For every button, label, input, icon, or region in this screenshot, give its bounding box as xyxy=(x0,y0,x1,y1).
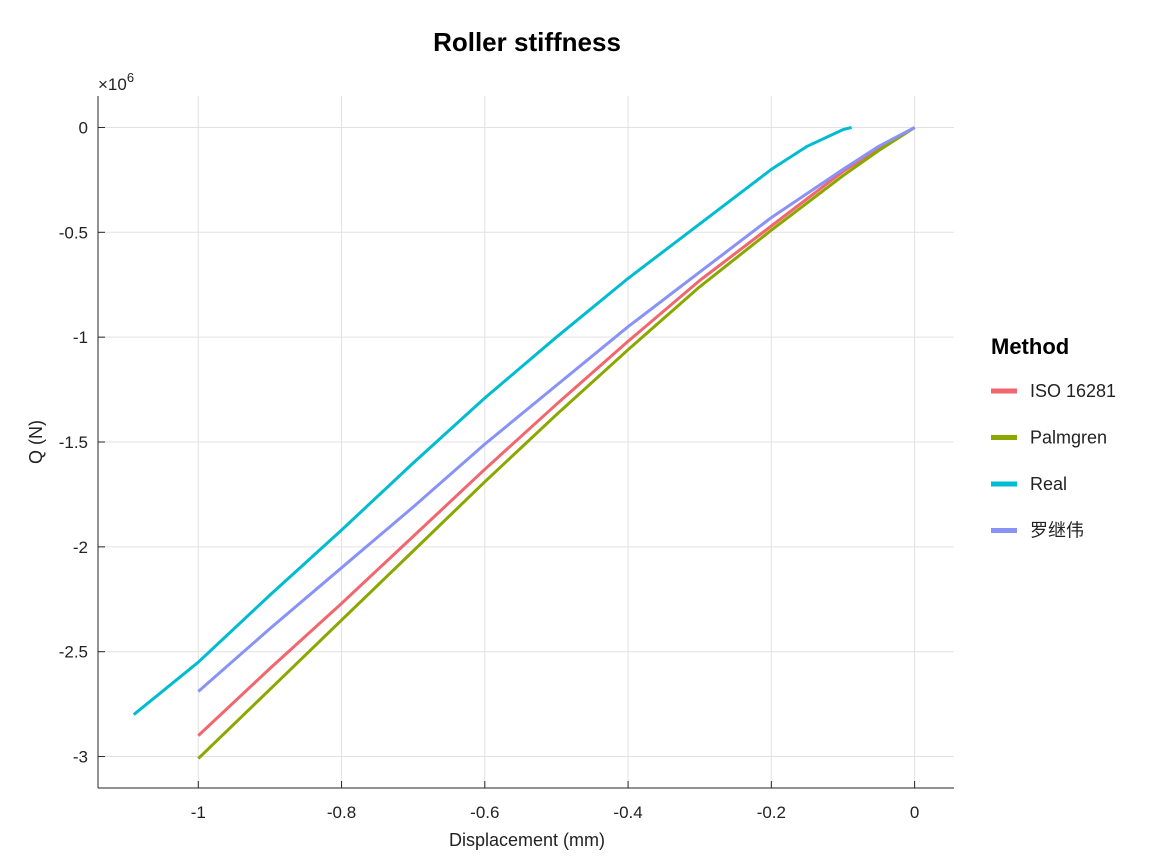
y-axis-label: Q (N) xyxy=(26,420,46,464)
legend-label: Palmgren xyxy=(1030,428,1107,448)
y-exponent-label: ×106 xyxy=(98,70,134,94)
x-tick-label: 0 xyxy=(910,803,919,822)
y-tick-label: -1 xyxy=(73,328,88,347)
series-line-3 xyxy=(132,126,852,716)
grid-lines xyxy=(98,96,954,788)
x-tick-label: -0.4 xyxy=(613,803,642,822)
x-tick-labels: -1 -0.8 -0.6 -0.4 -0.2 0 xyxy=(191,803,920,822)
series-line-1 xyxy=(197,126,916,737)
svg-text:×106: ×106 xyxy=(98,70,134,94)
series-line-4 xyxy=(197,126,916,693)
legend-items: ISO 16281 Palmgren Real 罗继伟 xyxy=(991,381,1116,541)
x-axis-label: Displacement (mm) xyxy=(449,830,605,850)
y-exponent-base: ×10 xyxy=(98,75,127,94)
y-tick-label: 0 xyxy=(79,118,88,137)
legend-title: Method xyxy=(991,334,1069,359)
plot-series xyxy=(132,126,916,760)
y-tick-labels: 0 -0.5 -1 -1.5 -2 -2.5 -3 xyxy=(59,118,88,766)
y-exponent-power: 6 xyxy=(127,70,134,85)
y-tick-label: -3 xyxy=(73,748,88,767)
y-tick-label: -2 xyxy=(73,538,88,557)
legend-label: ISO 16281 xyxy=(1030,381,1116,401)
x-tick-label: -0.2 xyxy=(757,803,786,822)
x-tick-label: -0.6 xyxy=(470,803,499,822)
x-tick-label: -0.8 xyxy=(327,803,356,822)
x-tick-label: -1 xyxy=(191,803,206,822)
y-tick-label: -2.5 xyxy=(59,643,88,662)
legend-label: Real xyxy=(1030,474,1067,494)
legend: Method ISO 16281 Palmgren Real 罗继伟 xyxy=(991,334,1116,541)
series-line-2 xyxy=(197,126,916,760)
y-tick-label: -1.5 xyxy=(59,433,88,452)
chart-title: Roller stiffness xyxy=(433,27,621,57)
axes xyxy=(97,96,954,789)
legend-label: 罗继伟 xyxy=(1030,521,1084,541)
y-tick-label: -0.5 xyxy=(59,223,88,242)
